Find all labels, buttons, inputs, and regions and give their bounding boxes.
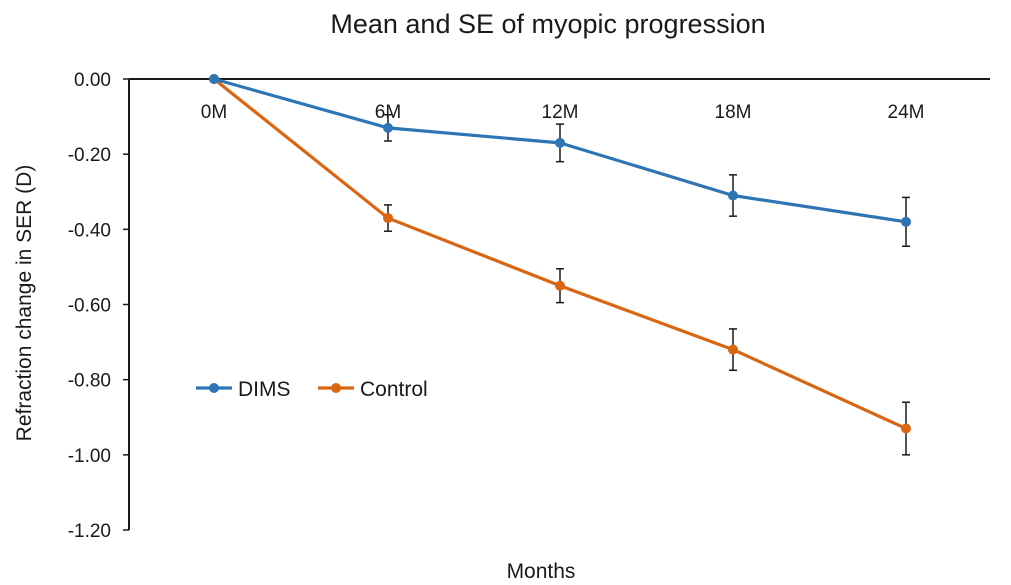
legend-label: Control <box>360 378 428 401</box>
x-tick-labels: 0M 6M 12M 18M 24M <box>201 102 925 123</box>
x-tick-label: 18M <box>715 102 752 123</box>
series-dims <box>209 74 911 247</box>
y-tick-label: -1.00 <box>68 446 111 467</box>
y-tick-labels: 0.00 -0.20 -0.40 -0.60 -0.80 -1.00 -1.20 <box>68 70 129 542</box>
data-point-dims <box>555 137 565 148</box>
x-tick-label: 12M <box>542 102 579 123</box>
y-axis-label: Refraction change in SER (D) <box>13 165 36 442</box>
chart-title: Mean and SE of myopic progression <box>330 9 765 39</box>
y-tick-label: 0.00 <box>74 70 111 91</box>
y-tick-label: -1.20 <box>68 521 111 542</box>
series-layer <box>209 74 911 456</box>
series-control <box>209 74 911 456</box>
legend-swatch-marker <box>331 383 341 393</box>
data-point-control <box>901 423 911 434</box>
data-point-dims <box>383 122 393 133</box>
x-tick-label: 0M <box>201 102 227 123</box>
y-tick-label: -0.20 <box>68 145 111 166</box>
x-tick-label: 24M <box>888 102 925 123</box>
y-tick-label: -0.80 <box>68 371 111 392</box>
data-point-dims <box>728 190 738 201</box>
legend-swatch-marker <box>209 383 219 393</box>
data-point-control <box>383 213 393 224</box>
data-point-control <box>728 344 738 355</box>
y-tick-label: -0.60 <box>68 296 111 317</box>
legend: DIMS Control <box>196 378 428 401</box>
y-tick-label: -0.40 <box>68 220 111 241</box>
data-point-dims <box>209 74 219 84</box>
x-axis-label: Months <box>507 560 576 583</box>
data-point-dims <box>901 216 911 227</box>
legend-label: DIMS <box>238 378 291 401</box>
data-point-control <box>555 280 565 291</box>
x-tick-label: 6M <box>375 102 401 123</box>
